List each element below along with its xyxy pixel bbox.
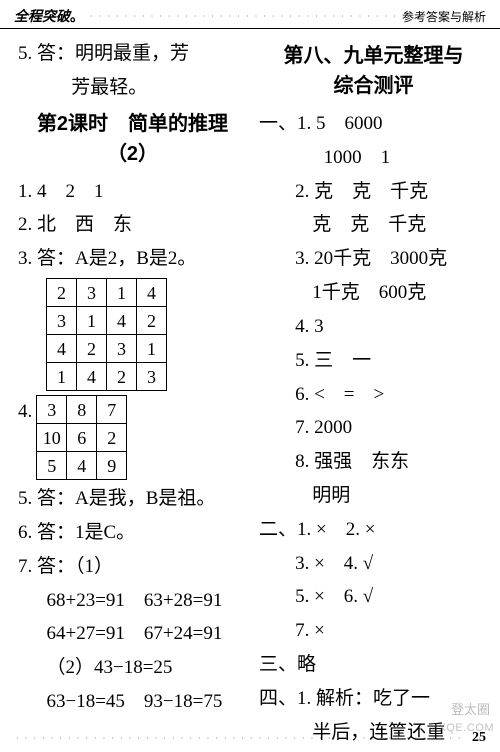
l-q4-row: 4. 387 1062 549 [18, 393, 247, 482]
r-s1-l2b: 克 克 千克 [259, 208, 488, 242]
unit-title: 第八、九单元整理与 综合测评 [259, 41, 488, 101]
grid-4x4: 2314 3142 4231 1423 [46, 278, 167, 391]
l-q2: 2. 北 西 东 [18, 208, 247, 242]
l-q4-label: 4. [18, 393, 32, 429]
r-s1-l1b: 1000 1 [259, 141, 488, 175]
r-s1-l5: 5. 三 一 [259, 344, 488, 378]
r-s1-l8b: 明明 [259, 479, 488, 513]
r-s1-l3b: 1千克 600克 [259, 276, 488, 310]
r-s1-l8: 8. 强强 东东 [259, 445, 488, 479]
page-body: 5. 答：明明最重，芳 芳最轻。 第2课时 简单的推理（2） 1. 4 2 1 … [0, 29, 500, 749]
l-q6: 6. 答：1是C。 [18, 516, 247, 550]
r-s1-l1: 一、1. 5 6000 [259, 107, 488, 141]
r-s1-l4: 4. 3 [259, 310, 488, 344]
left-column: 5. 答：明明最重，芳 芳最轻。 第2课时 简单的推理（2） 1. 4 2 1 … [18, 37, 253, 749]
l-q5: 5. 答：A是我，B是祖。 [18, 482, 247, 516]
l-q3: 3. 答：A是2，B是2。 [18, 242, 247, 276]
grid-3x3: 387 1062 549 [36, 395, 127, 480]
r-s2-l3: 5. × 6. √ [259, 580, 488, 614]
l-e4: 63−18=45 93−18=75 [18, 685, 247, 719]
r-s1-l7: 7. 2000 [259, 411, 488, 445]
l-e1: 68+23=91 63+28=91 [18, 584, 247, 618]
footer: · · · · · · · · · · · · · · · · · · · · … [0, 730, 500, 746]
page-header: 全程突破。 · · · · · · · · · · · · · · · · · … [0, 0, 500, 29]
r-s1-l2: 2. 克 克 千克 [259, 175, 488, 209]
unit-title-2: 综合测评 [259, 71, 488, 101]
footer-dotline: · · · · · · · · · · · · · · · · · · · · … [10, 734, 466, 743]
l-e2: 64+27=91 67+24=91 [18, 617, 247, 651]
r-s2-l4: 7. × [259, 614, 488, 648]
watermark-1: 登太圈 [451, 699, 490, 718]
r-s1-l3: 3. 20千克 3000克 [259, 242, 488, 276]
lesson-title: 第2课时 简单的推理（2） [18, 109, 247, 169]
header-left: 全程突破。 [14, 6, 84, 26]
r-s3: 三、略 [259, 648, 488, 682]
l-q1: 1. 4 2 1 [18, 175, 247, 209]
header-right: 参考答案与解析 [402, 8, 486, 25]
header-dotline: · · · · · · · · · · · · · · · · · · · · … [84, 12, 402, 21]
q5-line1: 5. 答：明明最重，芳 [18, 37, 247, 71]
q5-line2: 芳最轻。 [18, 71, 247, 105]
r-s2-l1: 二、1. × 2. × [259, 513, 488, 547]
right-column: 第八、九单元整理与 综合测评 一、1. 5 6000 1000 1 2. 克 克… [253, 37, 488, 749]
unit-title-1: 第八、九单元整理与 [259, 41, 488, 71]
watermark-2: MXQE.COM [429, 722, 494, 734]
l-q7: 7. 答：（1） [18, 550, 247, 584]
r-s2-l2: 3. × 4. √ [259, 547, 488, 581]
r-s1-l6: 6. < = > [259, 378, 488, 412]
l-e3: （2）43−18=25 [18, 651, 247, 685]
